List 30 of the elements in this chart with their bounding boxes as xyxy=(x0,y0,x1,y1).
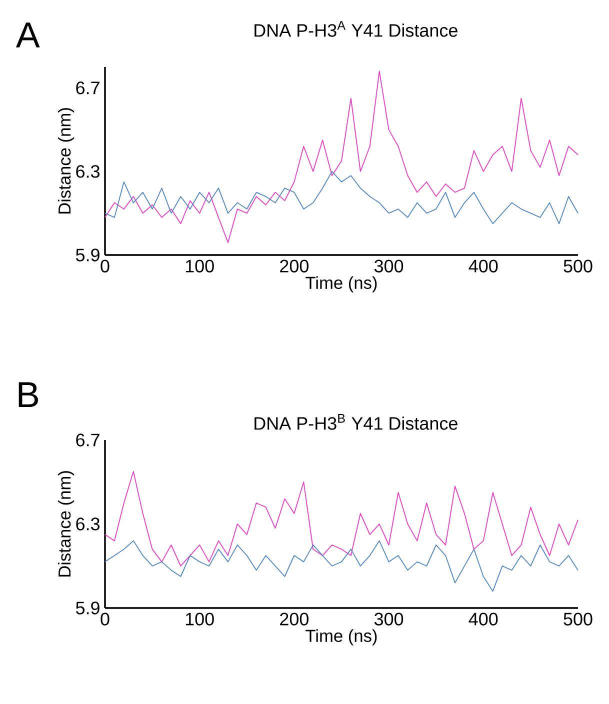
y-tick-label: 6.3 xyxy=(76,518,100,530)
y-tick-label: 5.9 xyxy=(76,248,100,262)
x-tick-label: 200 xyxy=(280,612,308,626)
x-tick-label: 100 xyxy=(186,260,214,272)
y-tick-label: 6.7 xyxy=(76,82,100,94)
y-tick-label: 6.3 xyxy=(76,165,100,178)
x-tick-label: 300 xyxy=(374,260,404,272)
x-tick-label: 0 xyxy=(100,260,110,272)
x-tick-label: 400 xyxy=(468,612,498,626)
chart-title: DNA P-H3$^{B}$ Y41 Distance xyxy=(254,414,458,430)
x-axis-title: Time (ns) xyxy=(306,276,377,292)
x-tick-label: 200 xyxy=(280,260,308,272)
text: A xyxy=(16,22,40,48)
line-series xyxy=(104,70,578,243)
x-tick-label: 300 xyxy=(374,612,404,626)
y-axis-title: Distance (nm) xyxy=(58,471,74,577)
line-series xyxy=(104,471,578,566)
x-tick-label: 500 xyxy=(564,612,592,626)
x-tick-label: 0 xyxy=(100,612,110,626)
chart-title: DNA P-H3$^{A}$ Y41 Distance xyxy=(254,21,458,37)
x-tick-label: 100 xyxy=(186,612,214,626)
text: B xyxy=(18,382,38,408)
y-tick-label: 5.9 xyxy=(76,602,100,614)
x-axis-title: Time (ns) xyxy=(306,629,377,646)
x-tick-label: 400 xyxy=(468,260,498,272)
y-axis-title: Distance (nm) xyxy=(58,108,74,214)
x-tick-label: 500 xyxy=(564,260,592,272)
y-tick-label: 6.7 xyxy=(76,434,100,446)
line-series xyxy=(104,540,578,592)
line-series xyxy=(104,170,578,224)
